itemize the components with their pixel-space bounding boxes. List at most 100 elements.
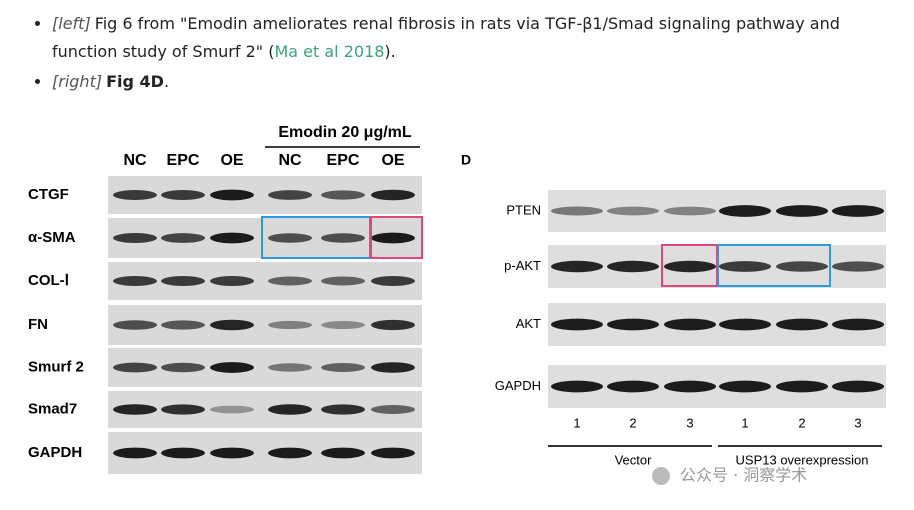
row-label: Smad7 (28, 400, 77, 417)
text: Fig 6 from "Emodin ameliorates renal fib… (52, 14, 840, 61)
band (210, 232, 254, 244)
lane-label: 3 (854, 415, 861, 430)
band (161, 362, 205, 373)
band (664, 206, 716, 216)
band (161, 320, 205, 330)
band (321, 190, 365, 200)
row-label: PTEN (506, 202, 541, 217)
band (607, 206, 659, 216)
tag: [left] (52, 14, 91, 33)
band (268, 447, 312, 459)
group-label: USP13 overexpression (736, 452, 869, 467)
band (321, 233, 365, 243)
lane-label: 1 (573, 415, 580, 430)
band (113, 233, 157, 243)
band (719, 205, 771, 217)
band (664, 318, 716, 331)
band (268, 404, 312, 415)
link[interactable]: Ma et al 2018 (274, 42, 385, 61)
band (113, 404, 157, 415)
band (113, 190, 157, 200)
band (551, 206, 603, 216)
band (371, 405, 415, 414)
band (268, 190, 312, 200)
band (551, 260, 603, 273)
watermark-icon (652, 467, 670, 485)
highlight-box (717, 244, 831, 287)
band (832, 205, 884, 217)
row-label: GAPDH (495, 378, 541, 393)
band (832, 261, 884, 272)
blot-panel (548, 303, 886, 346)
band (113, 362, 157, 373)
band (776, 261, 828, 272)
band (268, 233, 312, 243)
band (719, 380, 771, 393)
band (321, 321, 365, 329)
lane-label: 2 (798, 415, 805, 430)
row-label: Smurf 2 (28, 358, 84, 375)
row-label: FN (28, 316, 48, 333)
band (371, 447, 415, 459)
band (161, 190, 205, 200)
band (321, 363, 365, 372)
band (210, 189, 254, 201)
column-label: OE (220, 152, 243, 169)
band (776, 380, 828, 393)
column-label: NC (278, 152, 302, 169)
band (664, 380, 716, 393)
band (113, 276, 157, 286)
column-label: OE (381, 152, 404, 169)
blot-panel (108, 391, 422, 428)
band (607, 260, 659, 273)
blot-panel (108, 432, 422, 474)
blot-panel (108, 262, 422, 300)
panel-label: D (461, 152, 471, 168)
row-label: AKT (516, 316, 541, 331)
band (664, 260, 716, 273)
blot-panel (108, 348, 422, 387)
band (321, 404, 365, 415)
band (161, 447, 205, 459)
band (719, 318, 771, 331)
blot-panel (548, 190, 886, 232)
band (161, 276, 205, 286)
group-label: Vector (615, 452, 653, 467)
band (371, 189, 415, 201)
band (776, 205, 828, 217)
band (113, 447, 157, 459)
text: . (163, 72, 170, 91)
band (210, 276, 254, 286)
blot-panel (548, 365, 886, 408)
row-label: α-SMA (28, 229, 76, 246)
band (776, 318, 828, 331)
text: ). (384, 42, 396, 61)
band (161, 404, 205, 415)
lane-label: 1 (741, 415, 748, 430)
watermark: 公众号 · 洞察学术 (680, 466, 807, 485)
band (210, 405, 254, 414)
band (321, 447, 365, 459)
column-label: NC (123, 152, 147, 169)
lane-label: 2 (629, 415, 636, 430)
band (268, 320, 312, 330)
band (268, 276, 312, 286)
band (161, 233, 205, 243)
band (832, 318, 884, 331)
band (551, 318, 603, 331)
band (371, 319, 415, 331)
lane-label: 3 (686, 415, 693, 430)
bullet-list: [left]Fig 6 from "Emodin ameliorates ren… (0, 0, 892, 96)
row-label: CTGF (28, 186, 69, 203)
row-label: GAPDH (28, 444, 82, 461)
blot-panel (108, 176, 422, 214)
bullet: [right]Fig 4D. (52, 68, 892, 96)
band (371, 362, 415, 373)
band (210, 362, 254, 373)
band (321, 276, 365, 286)
band (371, 276, 415, 286)
band (551, 380, 603, 393)
